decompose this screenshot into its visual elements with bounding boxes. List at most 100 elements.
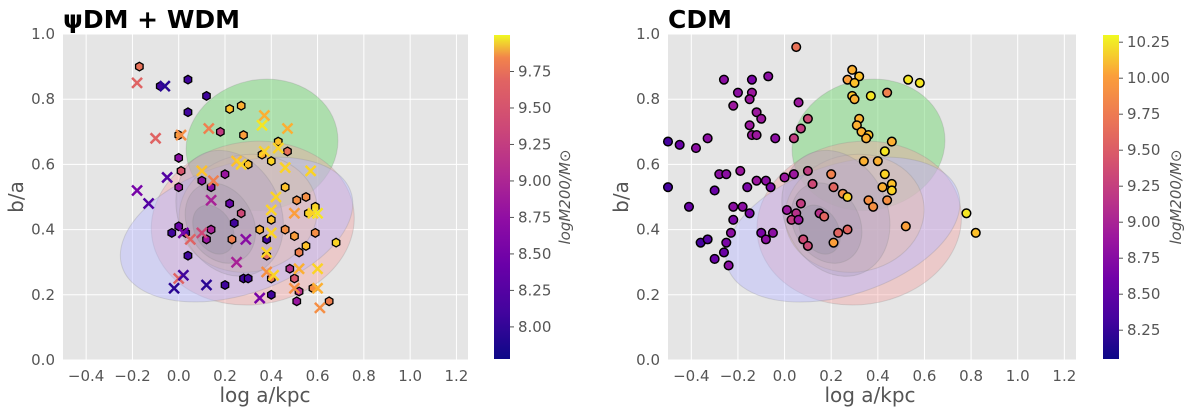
cdm-point	[795, 198, 806, 209]
y-tick-label: 0.0	[636, 351, 660, 369]
wdm-point	[207, 174, 220, 187]
cdm-point	[737, 201, 748, 212]
psidm-point	[273, 136, 283, 147]
wdm-point	[288, 207, 301, 220]
psidm-point	[301, 240, 311, 251]
cdm-point	[760, 234, 771, 245]
wdm-point	[131, 184, 143, 197]
wdm-point	[311, 262, 324, 275]
cdm-point	[849, 94, 860, 105]
wdm-point	[281, 122, 294, 135]
cdm-point	[732, 87, 743, 98]
cdm-point	[779, 172, 790, 183]
y-tick-label: 0.8	[636, 90, 660, 108]
x-tick-label: 0.4	[866, 367, 890, 385]
cdm-point	[793, 97, 804, 108]
x-tick-labels: −0.4 −0.2 0.0 0.2 0.4 0.6 0.8 1.0 1.2	[68, 367, 468, 385]
psidm-point	[280, 224, 290, 235]
cdm-point	[765, 182, 776, 193]
wdm-point	[235, 158, 248, 171]
cdm-point	[718, 247, 730, 258]
wdm-point	[267, 269, 280, 282]
cdm-point	[807, 178, 818, 190]
y-tick-label: 1.0	[636, 25, 660, 43]
cdm-point	[742, 182, 753, 193]
cdm-point	[828, 237, 839, 248]
cdm-point	[709, 185, 720, 196]
x-tick-label: 0.8	[959, 367, 983, 385]
psidm-point	[243, 273, 253, 284]
wdm-point	[256, 119, 268, 132]
gridlines	[668, 33, 1076, 361]
psidm-point	[236, 208, 246, 219]
colorbar-label: logM200/M⊙	[556, 149, 574, 244]
cdm-point	[735, 165, 746, 176]
x-tick-label: −0.2	[720, 367, 756, 385]
cdm-point	[802, 240, 813, 251]
cdm-point	[849, 77, 860, 88]
psidm-point	[239, 130, 248, 141]
cdm-point	[728, 214, 739, 225]
psidm-point	[292, 195, 302, 206]
cdm-point	[802, 165, 813, 176]
x-tick-label: 0.8	[352, 367, 376, 385]
psidm-point	[301, 191, 311, 203]
psidm-point	[285, 263, 295, 274]
colorbar	[494, 35, 510, 359]
chart-panel-cdm: CDM −0.4 −0.2 0.0 0.2 0.4 0.6 0.8 1.0 1.2 0.0 0.2…	[609, 5, 1185, 407]
wdm-point	[311, 282, 324, 295]
cdm-point	[868, 201, 879, 212]
wdm-point	[293, 262, 305, 275]
cdm-point	[723, 260, 734, 271]
psidm-point	[167, 227, 177, 238]
cdm-point	[886, 136, 897, 147]
cdm-point	[833, 227, 844, 238]
x-tick-label: 0.0	[167, 367, 191, 385]
x-tick-label: 0.2	[213, 367, 237, 385]
colorbar-ticks: 8.25 8.50 8.75 9.00 9.25 9.50 9.75 10.00 10.25	[1119, 33, 1170, 339]
cdm-point	[781, 204, 792, 216]
y-tick-label: 0.6	[31, 155, 55, 173]
psidm-point	[294, 247, 304, 258]
x-tick-label: −0.4	[673, 367, 709, 385]
psidm-point	[266, 214, 276, 225]
colorbar-tick-label: 10.00	[1127, 69, 1170, 87]
cdm-point	[882, 87, 893, 98]
cdm-point	[763, 71, 774, 82]
psidm-point	[292, 296, 302, 307]
colorbar-tick-label: 10.25	[1127, 33, 1170, 51]
cdm-point	[702, 234, 713, 245]
wdm-point	[260, 246, 273, 259]
psidm-point	[174, 152, 184, 163]
wdm-point	[177, 269, 190, 282]
cdm-point	[744, 120, 755, 131]
cdm-point	[756, 113, 767, 124]
x-tick-label: 0.2	[819, 367, 843, 385]
cdm-point	[795, 123, 806, 134]
cdm-point	[788, 169, 799, 180]
data-points	[662, 41, 981, 271]
wdm-point	[265, 226, 278, 239]
psidm-point	[227, 234, 237, 245]
cdm-point	[725, 227, 736, 238]
psidm-point	[220, 279, 230, 291]
cdm-point	[702, 133, 713, 144]
cdm-point	[900, 221, 911, 232]
x-axis-label: log a/kpc	[824, 383, 915, 407]
cdm-point	[914, 77, 925, 88]
cdm-point	[842, 191, 853, 203]
wdm-point	[311, 207, 324, 220]
psidm-point	[266, 289, 276, 300]
psidm-point	[290, 273, 299, 284]
chart-title: ψDM + WDM	[63, 5, 240, 34]
y-tick-label: 0.4	[31, 221, 55, 239]
cdm-point	[751, 175, 762, 186]
colorbar-tick-label: 9.75	[518, 62, 551, 80]
x-tick-label: −0.2	[114, 367, 150, 385]
colorbar-tick-label: 8.75	[1127, 249, 1160, 267]
psidm-point	[202, 90, 211, 101]
cdm-point	[877, 182, 888, 193]
y-tick-label: 0.8	[31, 90, 55, 108]
x-tick-label: 0.6	[913, 367, 937, 385]
wdm-point	[288, 282, 301, 295]
